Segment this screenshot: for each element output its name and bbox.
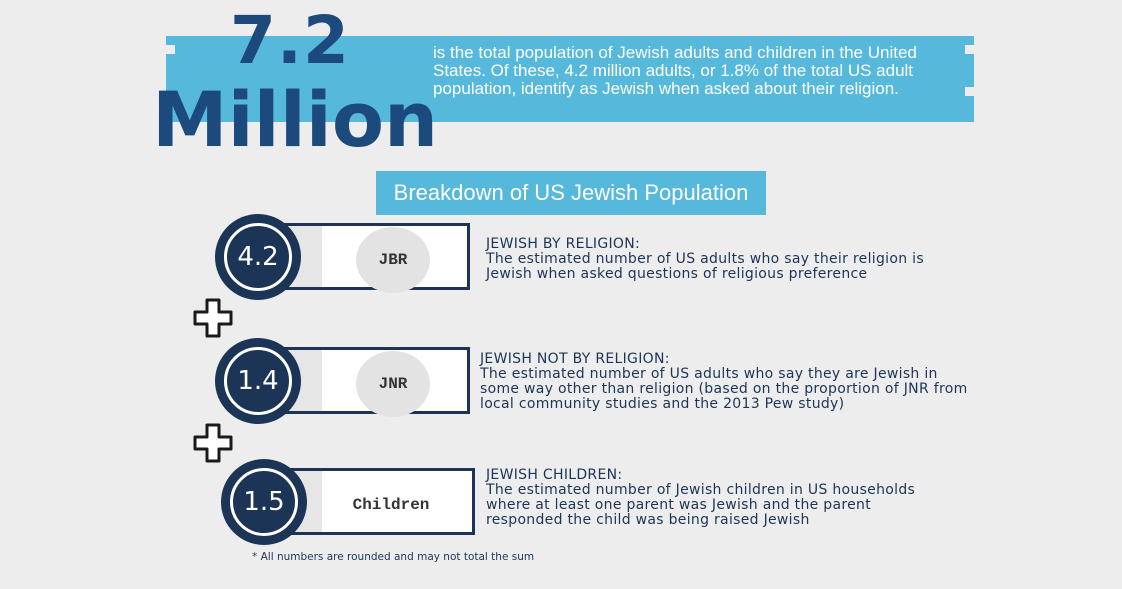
banner-notch: [965, 45, 974, 54]
banner-notch: [965, 87, 974, 96]
hero-text: is the total population of Jewish adults…: [433, 43, 917, 98]
description-heading: JEWISH NOT BY RELIGION:: [480, 351, 670, 367]
description-heading: JEWISH CHILDREN:: [486, 467, 623, 483]
hero-banner: [166, 36, 974, 122]
description-jnr: JEWISH NOT BY RELIGION: The estimated nu…: [480, 352, 970, 412]
value-badge: 1.5: [221, 459, 307, 545]
banner-notch: [166, 45, 175, 54]
hero-number: 7.2: [230, 2, 350, 79]
label-box: JNR: [283, 347, 470, 417]
description-text: The estimated number of US adults who sa…: [480, 366, 968, 412]
plus-icon: [193, 423, 233, 463]
label-box: Children: [283, 468, 475, 535]
category-code: Children: [352, 496, 430, 514]
description-children: JEWISH CHILDREN: The estimated number of…: [486, 468, 946, 528]
section-subtitle: Breakdown of US Jewish Population: [376, 171, 766, 215]
value-number: 1.5: [230, 468, 298, 536]
plus-icon: [193, 298, 233, 338]
category-code: JBR: [356, 227, 430, 293]
description-text: The estimated number of US adults who sa…: [486, 251, 924, 282]
description-jbr: JEWISH BY RELIGION: The estimated number…: [486, 237, 946, 282]
value-number: 4.2: [224, 223, 292, 291]
hero-word: Million: [152, 75, 439, 164]
category-code: JNR: [356, 351, 430, 417]
footnote: * All numbers are rounded and may not to…: [252, 551, 535, 563]
description-text: The estimated number of Jewish children …: [486, 482, 916, 528]
value-badge: 1.4: [215, 338, 301, 424]
value-badge: 4.2: [215, 214, 301, 300]
description-heading: JEWISH BY RELIGION:: [486, 236, 641, 252]
value-number: 1.4: [224, 347, 292, 415]
label-box: JBR: [283, 223, 470, 293]
